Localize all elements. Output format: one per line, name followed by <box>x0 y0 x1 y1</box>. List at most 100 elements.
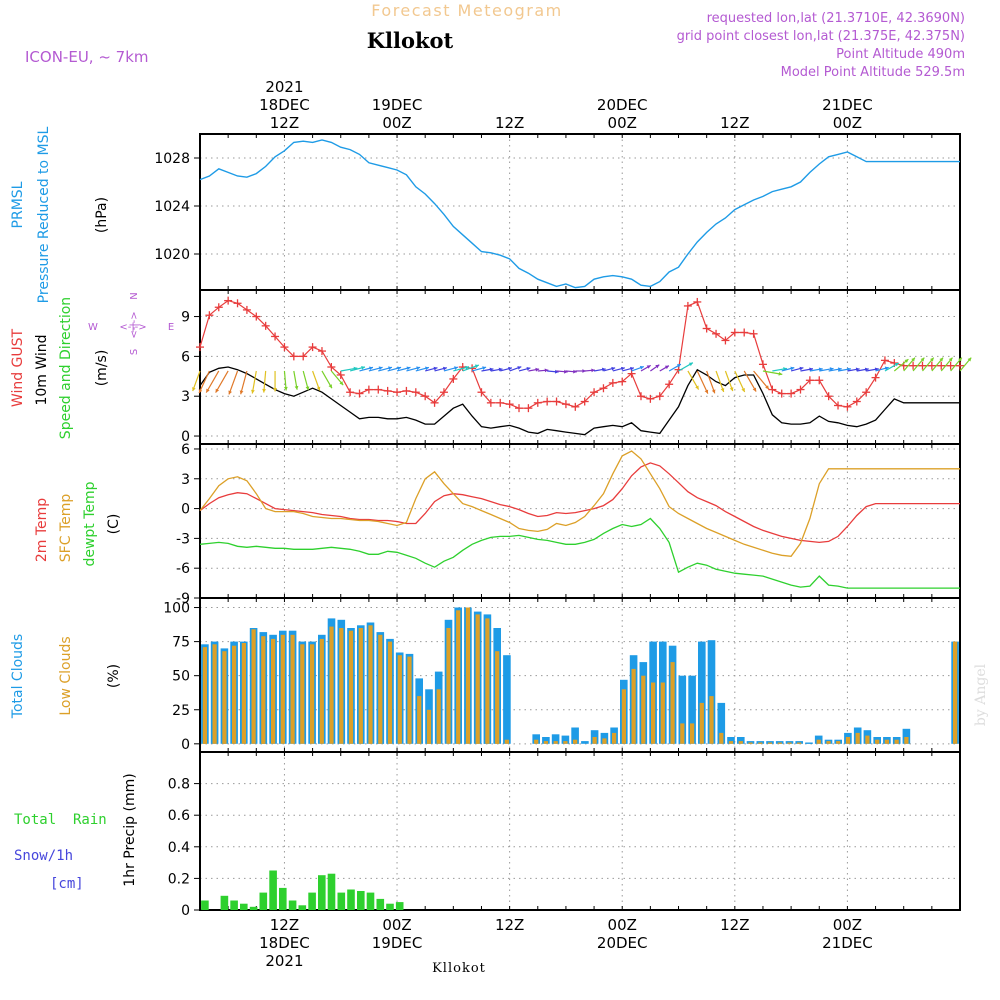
wind-gust-point <box>336 370 345 379</box>
wind-direction-arrow <box>584 368 596 373</box>
wind-arrow-head <box>630 366 634 371</box>
pressure-panel-labels: PRMSL Pressure Reduced to MSL (hPa) <box>10 126 110 303</box>
low-clouds-bar <box>358 628 363 744</box>
top-time-label: 12Z <box>270 114 299 132</box>
top-time-label: 21DEC <box>822 96 873 114</box>
precip-tick-label: 0.2 <box>168 871 190 887</box>
low-clouds-bar <box>728 741 734 744</box>
total-clouds-bar <box>805 742 813 744</box>
low-clouds-bar <box>641 675 646 744</box>
wind-arrow-head <box>239 390 244 395</box>
wind-arrow-shaft <box>724 370 734 392</box>
wind-gust-point <box>834 401 843 410</box>
precip-unit: 1hr Precip (mm) <box>122 773 138 886</box>
bottom-time-label: 12Z <box>720 916 749 934</box>
wind-arrow-head <box>591 368 595 373</box>
wind-direction-arrow <box>931 357 944 372</box>
low-clouds-bar <box>387 641 393 744</box>
top-time-label: 00Z <box>833 114 862 132</box>
wind-direction-arrow <box>425 366 438 372</box>
wind-arrow-head <box>192 387 196 392</box>
low-clouds-bar <box>407 656 412 744</box>
low-clouds-bar <box>310 644 315 744</box>
wind-arrow-head <box>465 365 470 370</box>
wind-gust-point <box>524 404 533 413</box>
low-clouds-bar <box>699 702 704 744</box>
total-clouds-bar <box>814 735 823 744</box>
wind-gust-point <box>768 385 777 394</box>
wind-gust-point <box>815 376 824 385</box>
low-clouds-bar <box>767 742 773 744</box>
wind-gust-point <box>196 343 204 352</box>
wind-gust-point <box>327 363 336 371</box>
low-clouds-bar <box>690 723 695 744</box>
clouds-tick-label: 50 <box>172 669 190 685</box>
wind-gust-point <box>693 297 702 306</box>
wind-arrow-head <box>601 367 606 372</box>
low-clouds-bar <box>787 742 792 744</box>
wind-arrow-head <box>206 388 210 393</box>
wind-direction-arrow <box>950 357 963 372</box>
low-clouds-bar <box>953 641 958 744</box>
wind-arrow-head <box>676 364 681 368</box>
precip-tick-label: 0.8 <box>168 777 190 793</box>
rain-bar <box>249 906 258 910</box>
wind-gust-point <box>956 361 964 370</box>
temp-2m-label: 2m Temp <box>34 498 50 562</box>
wind-arrow-head <box>920 357 925 362</box>
wind-10m-series-line <box>199 366 960 436</box>
wind-gust-point <box>289 352 298 361</box>
pressure-msl-label: Pressure Reduced to MSL <box>36 126 52 303</box>
wind-direction-arrow <box>762 370 783 376</box>
low-clouds-bar <box>738 741 743 744</box>
low-clouds-bar <box>446 628 451 744</box>
temp-tick-label: -6 <box>176 561 190 577</box>
watermark: by Angel <box>973 663 989 726</box>
wind-direction-arrow <box>205 370 220 393</box>
low-clouds-bar <box>251 629 256 744</box>
wind-arrow-shaft <box>251 370 257 394</box>
wind-arrow-head <box>215 388 220 393</box>
wind-direction-arrow <box>262 370 267 393</box>
low-clouds-bar <box>339 628 344 744</box>
wind-gust-point <box>871 373 880 382</box>
wind-direction-arrow <box>734 370 746 393</box>
low-clouds-bar <box>612 732 617 744</box>
total-clouds-bar <box>678 675 687 744</box>
wind-gust-point <box>805 376 814 385</box>
wind-direction-arrow <box>893 358 909 372</box>
low-clouds-bar <box>368 625 373 744</box>
top-time-label: 2021 <box>265 78 303 96</box>
wind-gust-point <box>712 329 721 338</box>
wind-direction-arrow <box>875 366 889 372</box>
low-clouds-bar <box>534 739 539 744</box>
wind-direction-arrow <box>603 366 616 372</box>
bottom-time-label: 00Z <box>833 916 862 934</box>
rain-bar <box>298 905 307 910</box>
wind-direction-arrow <box>668 363 682 372</box>
wind-arrow-shaft <box>228 370 239 395</box>
wind-gust-point <box>346 388 355 397</box>
wind-gust-point <box>214 303 223 312</box>
wind-gust-point <box>411 388 420 397</box>
wind-gust-point <box>430 398 439 407</box>
low-clouds-bar <box>884 739 889 744</box>
wind-direction-arrow <box>368 366 383 372</box>
wind-gust-point <box>758 360 767 369</box>
bottom-time-label: 12Z <box>270 916 299 934</box>
wind-direction-arrow <box>396 366 411 372</box>
wind-arrow-shaft <box>696 370 709 394</box>
low-clouds-bar <box>875 739 880 744</box>
compass-rose-icon: N S W E <-|-> <-|-> <box>88 292 174 355</box>
top-time-label: 00Z <box>382 114 411 132</box>
total-rain-label: Total Rain <box>14 812 107 828</box>
wind-arrow-head <box>198 389 203 394</box>
wind-arrow-shaft <box>263 370 267 393</box>
wind-gust-point <box>852 397 861 406</box>
wind-gust-point <box>946 361 955 370</box>
wind-arrow-head <box>799 366 804 371</box>
wind-direction-arrow <box>198 370 210 394</box>
wind-direction-arrow <box>330 370 344 386</box>
